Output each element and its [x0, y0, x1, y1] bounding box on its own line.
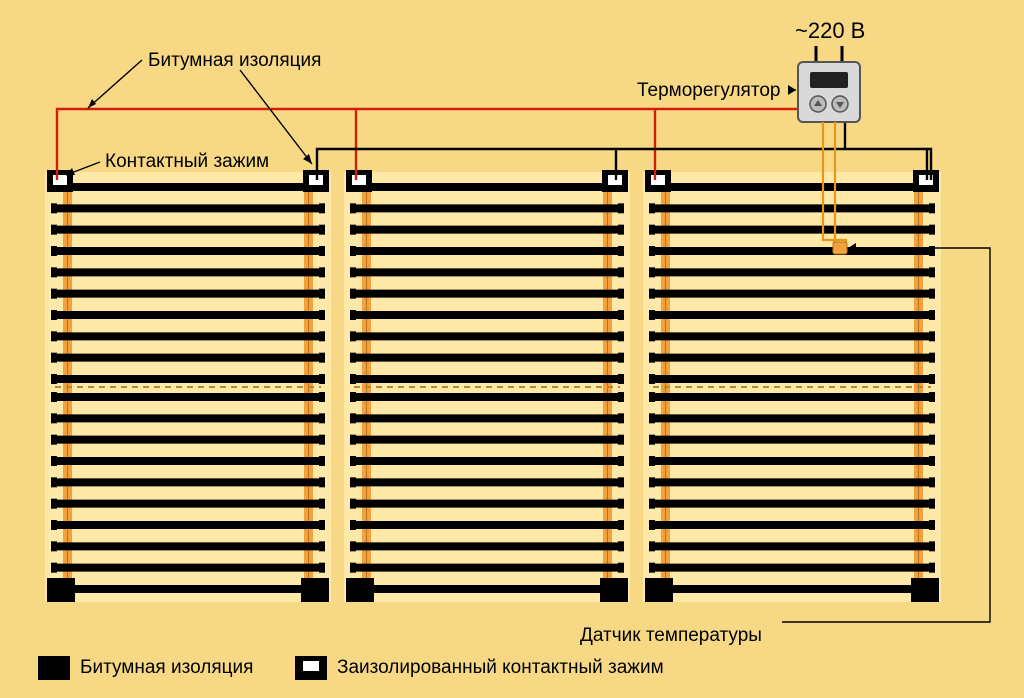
contact-clip-label: Контактный зажим [105, 151, 269, 173]
legend-bitumen-text: Битумная изоляция [80, 657, 253, 679]
voltage-label: ~220 В [795, 18, 865, 44]
legend-swatch-bitumen [38, 656, 70, 680]
thermostat-label: Терморегулятор [637, 80, 780, 102]
legend-clip: Заизолированный контактный зажим [295, 656, 664, 680]
temp-sensor-label: Датчик температуры [580, 625, 762, 647]
bitumen-isolation-label: Битумная изоляция [148, 50, 321, 72]
legend-bitumen: Битумная изоляция [38, 656, 253, 680]
legend-swatch-clip [295, 656, 327, 680]
legend-clip-text: Заизолированный контактный зажим [337, 657, 664, 679]
